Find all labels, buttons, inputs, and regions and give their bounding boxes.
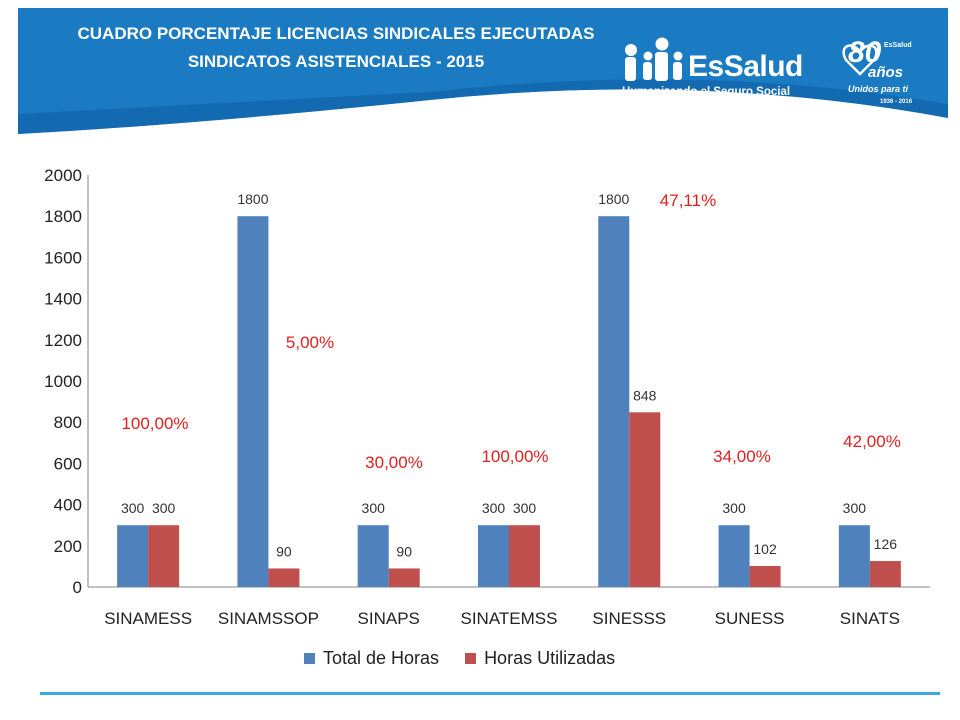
y-tick-label: 1400 [44,290,82,309]
data-label-total: 1800 [598,191,629,207]
x-category-label: SINAPS [358,609,420,628]
data-labels: 300 300 1800 90 300 90 300 300 1800 848 300 102 300 1… [121,191,901,559]
anniversary-number: 80 [848,36,882,69]
legend-swatch-used [465,653,477,664]
percent-label: 47,11% [660,191,716,210]
bar-used-sinatemss [509,525,540,587]
y-tick-label: 400 [54,496,82,515]
y-tick-label: 1200 [44,331,82,350]
x-category-label: SUNESS [715,609,785,628]
essalud-logo-name: EsSalud [688,50,803,83]
bar-total-sinesss [598,216,630,587]
data-label-total: 300 [843,500,867,516]
x-category-label: SINESSS [592,609,666,628]
data-label-total: 300 [362,500,386,516]
chart-title: CUADRO PORCENTAJE LICENCIAS SINDICALES E… [77,24,595,43]
bottom-rule [40,692,940,695]
bar-total-sinaps [357,525,389,587]
bar-chart: 0 200 400 600 800 1000 1200 1400 1600 1800 2000 30… [44,166,930,628]
bar-total-suness [718,525,750,587]
y-tick-label: 2000 [44,166,82,185]
essalud-logo-tagline: Humanizando el Seguro Social [622,86,791,98]
data-label-used: 848 [633,387,657,403]
x-category-label: SINAMESS [104,609,192,628]
percent-label: 100,00% [481,447,548,466]
x-category-label: SINATS [840,609,900,628]
y-tick-label: 0 [73,578,82,597]
anniversary-word: años [868,64,904,81]
bar-used-sinaps [388,568,420,587]
data-label-used: 102 [753,541,777,557]
data-label-used: 300 [513,500,537,516]
percent-label: 100,00% [121,414,188,433]
data-label-total: 300 [121,500,145,516]
bar-used-sinesss [629,412,661,587]
y-tick-label: 1000 [44,372,82,391]
legend-label-used: Horas Utilizadas [484,648,616,668]
anniversary-tagline: Unidos para ti [848,84,909,94]
y-tick-label: 200 [54,537,82,556]
data-label-used: 90 [396,543,412,559]
bar-used-suness [749,565,781,587]
legend-swatch-total [304,653,315,664]
percent-label: 30,00% [365,453,423,472]
y-tick-label: 1800 [44,207,82,226]
y-tick-label: 800 [54,413,82,432]
bar-total-sinamess [117,525,149,587]
percent-label: 42,00% [843,432,901,451]
legend: Total de Horas Horas Utilizadas [304,648,641,669]
bar-used-sinamess [148,525,180,587]
data-label-total: 1800 [237,191,268,207]
percent-label: 5,00% [286,333,334,352]
x-axis: SINAMESS SINAMSSOP SINAPS SINATEMSS SINESSS S… [104,609,900,628]
anniversary-years: 1936 - 2016 [880,99,913,105]
legend-label-total: Total de Horas [323,648,440,668]
percent-label: 34,00% [713,447,771,466]
legend-item-used: Horas Utilizadas [465,648,615,669]
x-category-label: SINAMSSOP [218,609,319,628]
data-label-used: 90 [276,543,292,559]
data-label-used: 126 [874,536,898,552]
legend-item-total: Total de Horas [304,648,439,669]
heart-icon [842,44,878,76]
header-banner [18,8,948,134]
essalud-family-icon [625,37,683,81]
bar-total-sinatemss [478,525,509,587]
y-tick-label: 600 [54,454,82,473]
data-label-total: 300 [722,500,746,516]
y-axis: 0 200 400 600 800 1000 1200 1400 1600 1800 2000 [44,166,930,597]
bar-total-sinamssop [237,216,269,587]
x-category-label: SINATEMSS [461,609,558,628]
anniversary-brand: EsSalud [884,42,912,49]
data-label-total: 300 [482,500,506,516]
data-label-used: 300 [152,500,176,516]
bar-used-sinamssop [268,568,300,587]
bar-used-sinats [869,561,901,587]
y-tick-label: 1600 [44,248,82,267]
bars [117,216,901,587]
bar-total-sinats [838,525,870,587]
chart-subtitle: SINDICATOS ASISTENCIALES - 2015 [187,52,485,71]
